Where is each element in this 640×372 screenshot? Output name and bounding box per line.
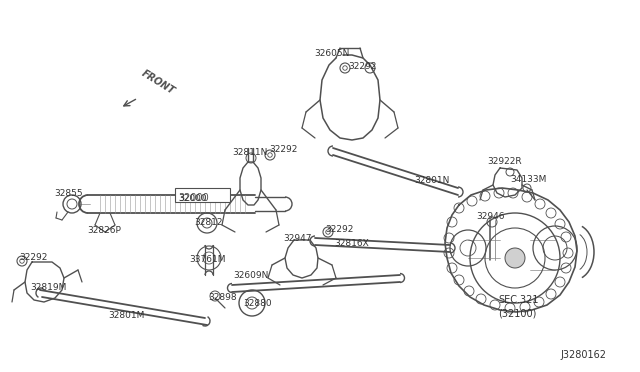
Text: 32609N: 32609N bbox=[233, 272, 268, 280]
Text: 32000: 32000 bbox=[178, 193, 209, 203]
Text: 32812: 32812 bbox=[194, 218, 223, 227]
Text: 32880: 32880 bbox=[243, 298, 271, 308]
Text: 32855: 32855 bbox=[54, 189, 83, 198]
Text: 32819M: 32819M bbox=[30, 283, 67, 292]
Circle shape bbox=[505, 248, 525, 268]
Text: 33761M: 33761M bbox=[189, 256, 225, 264]
Text: 32826P: 32826P bbox=[87, 225, 121, 234]
Text: 32292: 32292 bbox=[325, 224, 353, 234]
Text: 32811N: 32811N bbox=[232, 148, 268, 157]
Text: 32801M: 32801M bbox=[108, 311, 145, 321]
Text: 32292: 32292 bbox=[269, 144, 298, 154]
Text: J3280162: J3280162 bbox=[560, 350, 606, 360]
Text: 34133M: 34133M bbox=[510, 174, 547, 183]
Text: 32801N: 32801N bbox=[414, 176, 449, 185]
Text: SEC.321: SEC.321 bbox=[498, 295, 538, 305]
Text: 32947: 32947 bbox=[283, 234, 312, 243]
Text: 32292: 32292 bbox=[348, 61, 376, 71]
Text: 32922R: 32922R bbox=[487, 157, 522, 166]
Text: (32100): (32100) bbox=[498, 308, 536, 318]
Text: 32000: 32000 bbox=[178, 193, 207, 202]
Text: 32816X: 32816X bbox=[334, 238, 369, 247]
Text: 32292: 32292 bbox=[19, 253, 47, 262]
Bar bbox=[175, 188, 230, 202]
Text: 32898: 32898 bbox=[208, 292, 237, 301]
Text: FRONT: FRONT bbox=[140, 68, 177, 96]
Text: 32605N: 32605N bbox=[314, 48, 349, 58]
Text: 32946: 32946 bbox=[476, 212, 504, 221]
